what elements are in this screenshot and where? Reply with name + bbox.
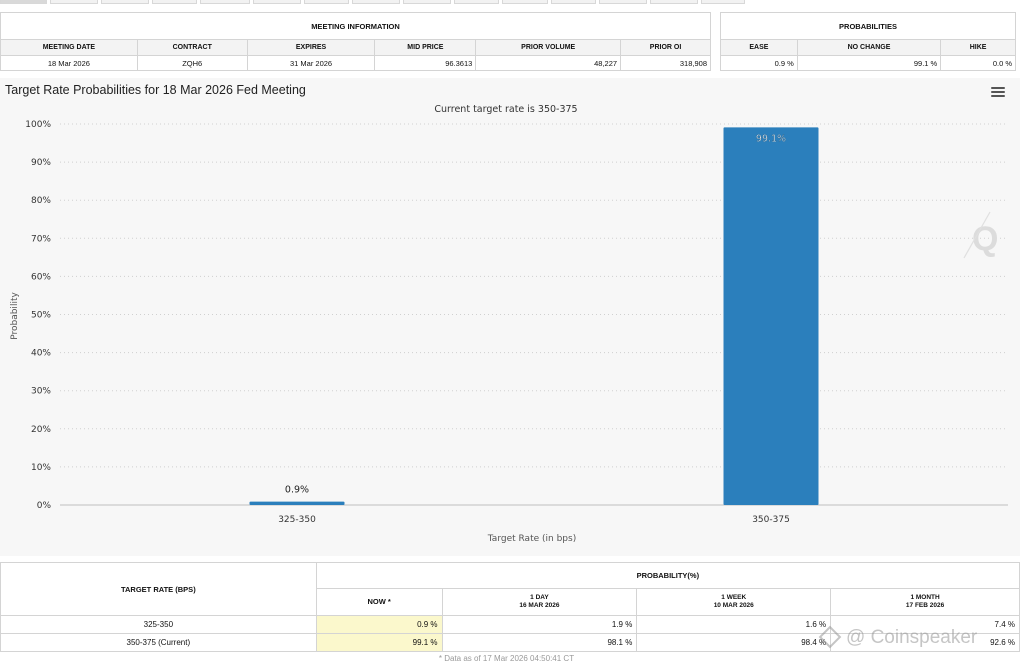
month-cell: 92.6 % [830,633,1020,652]
y-tick-label: 20% [31,425,51,435]
y-tick-label: 10% [31,463,51,473]
week-cell: 1.6 % [636,615,832,634]
y-tick-label: 40% [31,349,51,359]
contract-value: ZQH6 [136,55,248,71]
tab-strip-item[interactable] [551,0,596,4]
tab-strip-item[interactable] [502,0,548,4]
header-1-month: 1 MONTH 17 FEB 2026 [830,588,1020,616]
day-cell: 1.9 % [441,615,638,634]
bar-325-350 [249,501,345,505]
meeting-info-title: MEETING INFORMATION [0,12,711,40]
chart-title: Target Rate Probabilities for 18 Mar 202… [5,83,306,97]
y-tick-label: 0% [37,501,52,511]
quikstrike-logo-icon: Q [963,211,998,259]
day-cell: 98.1 % [441,633,638,652]
data-timestamp-footnote: * Data as of 17 Mar 2026 04:50:41 CT [438,654,575,663]
x-tick-label: 325-350 [278,515,316,525]
tab-strip-item[interactable] [650,0,698,4]
x-axis-title: Target Rate (in bps) [487,534,576,544]
header-expires: EXPIRES [246,39,376,56]
y-tick-label: 100% [25,120,51,130]
header-1-day: 1 DAY 16 MAR 2026 [441,588,638,616]
coinspeaker-watermark: @ Coinspeaker [818,625,977,649]
coinspeaker-logo-icon [818,625,842,649]
tab-strip-item[interactable] [352,0,400,4]
y-tick-label: 50% [31,311,51,321]
tab-strip-item[interactable] [304,0,349,4]
meeting-date-value: 18 Mar 2026 [0,55,138,71]
tab-strip-item[interactable] [152,0,197,4]
header-contract: CONTRACT [136,39,248,56]
header-prior-volume: PRIOR VOLUME [475,39,622,56]
svg-text:Q: Q [972,220,998,258]
header-now: NOW * [315,588,443,616]
table-row: 350-375 (Current) 99.1 % 98.1 % 98.4 % 9… [0,633,1020,652]
probabilities-title: PROBABILITIES [720,12,1016,40]
no-change-value: 99.1 % [796,55,942,71]
rate-cell: 350-375 (Current) [0,633,317,652]
tab-strip-item[interactable] [101,0,149,4]
top-tab-strip [0,0,1023,5]
header-target-rate: TARGET RATE (BPS) [0,562,317,616]
hike-value: 0.0 % [940,55,1016,71]
prior-oi-value: 318,908 [620,55,711,71]
tab-strip-item[interactable] [253,0,301,4]
chart-panel: 0% 10% 20% 30% 40% 50% 60% 70% 80% 90% 100% 0.9% 99… [0,78,1020,556]
week-cell: 98.4 % [636,633,832,652]
expires-value: 31 Mar 2026 [246,55,376,71]
now-cell: 99.1 % [315,633,443,652]
tab-strip-item[interactable] [403,0,451,4]
x-tick-label: 350-375 [752,515,790,525]
tab-strip-item[interactable] [50,0,98,4]
data-label: 99.1% [756,133,786,144]
tab-strip-item[interactable] [599,0,647,4]
header-1-week: 1 WEEK 10 MAR 2026 [636,588,832,616]
header-prior-oi: PRIOR OI [620,39,711,56]
header-meeting-date: MEETING DATE [0,39,138,56]
chart-subtitle: Current target rate is 350-375 [434,104,577,115]
tab-strip-item[interactable] [200,0,250,4]
tab-strip-item[interactable] [701,0,745,4]
y-tick-label: 70% [31,234,51,244]
tab-strip-item[interactable] [0,0,47,4]
y-tick-label: 60% [31,272,51,282]
y-axis-title: Probability [10,292,20,340]
target-rate-chart: 0% 10% 20% 30% 40% 50% 60% 70% 80% 90% 100% 0.9% 99… [10,104,1008,544]
header-hike: HIKE [940,39,1016,56]
meeting-info-table: MEETING INFORMATION MEETING DATE CONTRAC… [0,12,711,71]
data-label: 0.9% [285,485,309,496]
y-tick-label: 30% [31,387,51,397]
header-ease: EASE [720,39,798,56]
hamburger-menu-icon[interactable] [991,87,1005,98]
probability-history-table: TARGET RATE (BPS) PROBABILITY(%) NOW * 1… [0,562,1021,652]
header-probability: PROBABILITY(%) [315,562,1021,589]
bar-350-375 [723,127,819,505]
mid-price-value: 96.3613 [374,55,477,71]
header-no-change: NO CHANGE [796,39,942,56]
prior-volume-value: 48,227 [475,55,622,71]
now-cell: 0.9 % [315,615,443,634]
probabilities-summary-table: PROBABILITIES EASE NO CHANGE HIKE 0.9 % … [720,12,1016,71]
rate-cell: 325-350 [0,615,317,634]
ease-value: 0.9 % [720,55,798,71]
tab-strip-item[interactable] [454,0,499,4]
header-mid-price: MID PRICE [374,39,477,56]
y-tick-label: 90% [31,158,51,168]
y-tick-label: 80% [31,196,51,206]
